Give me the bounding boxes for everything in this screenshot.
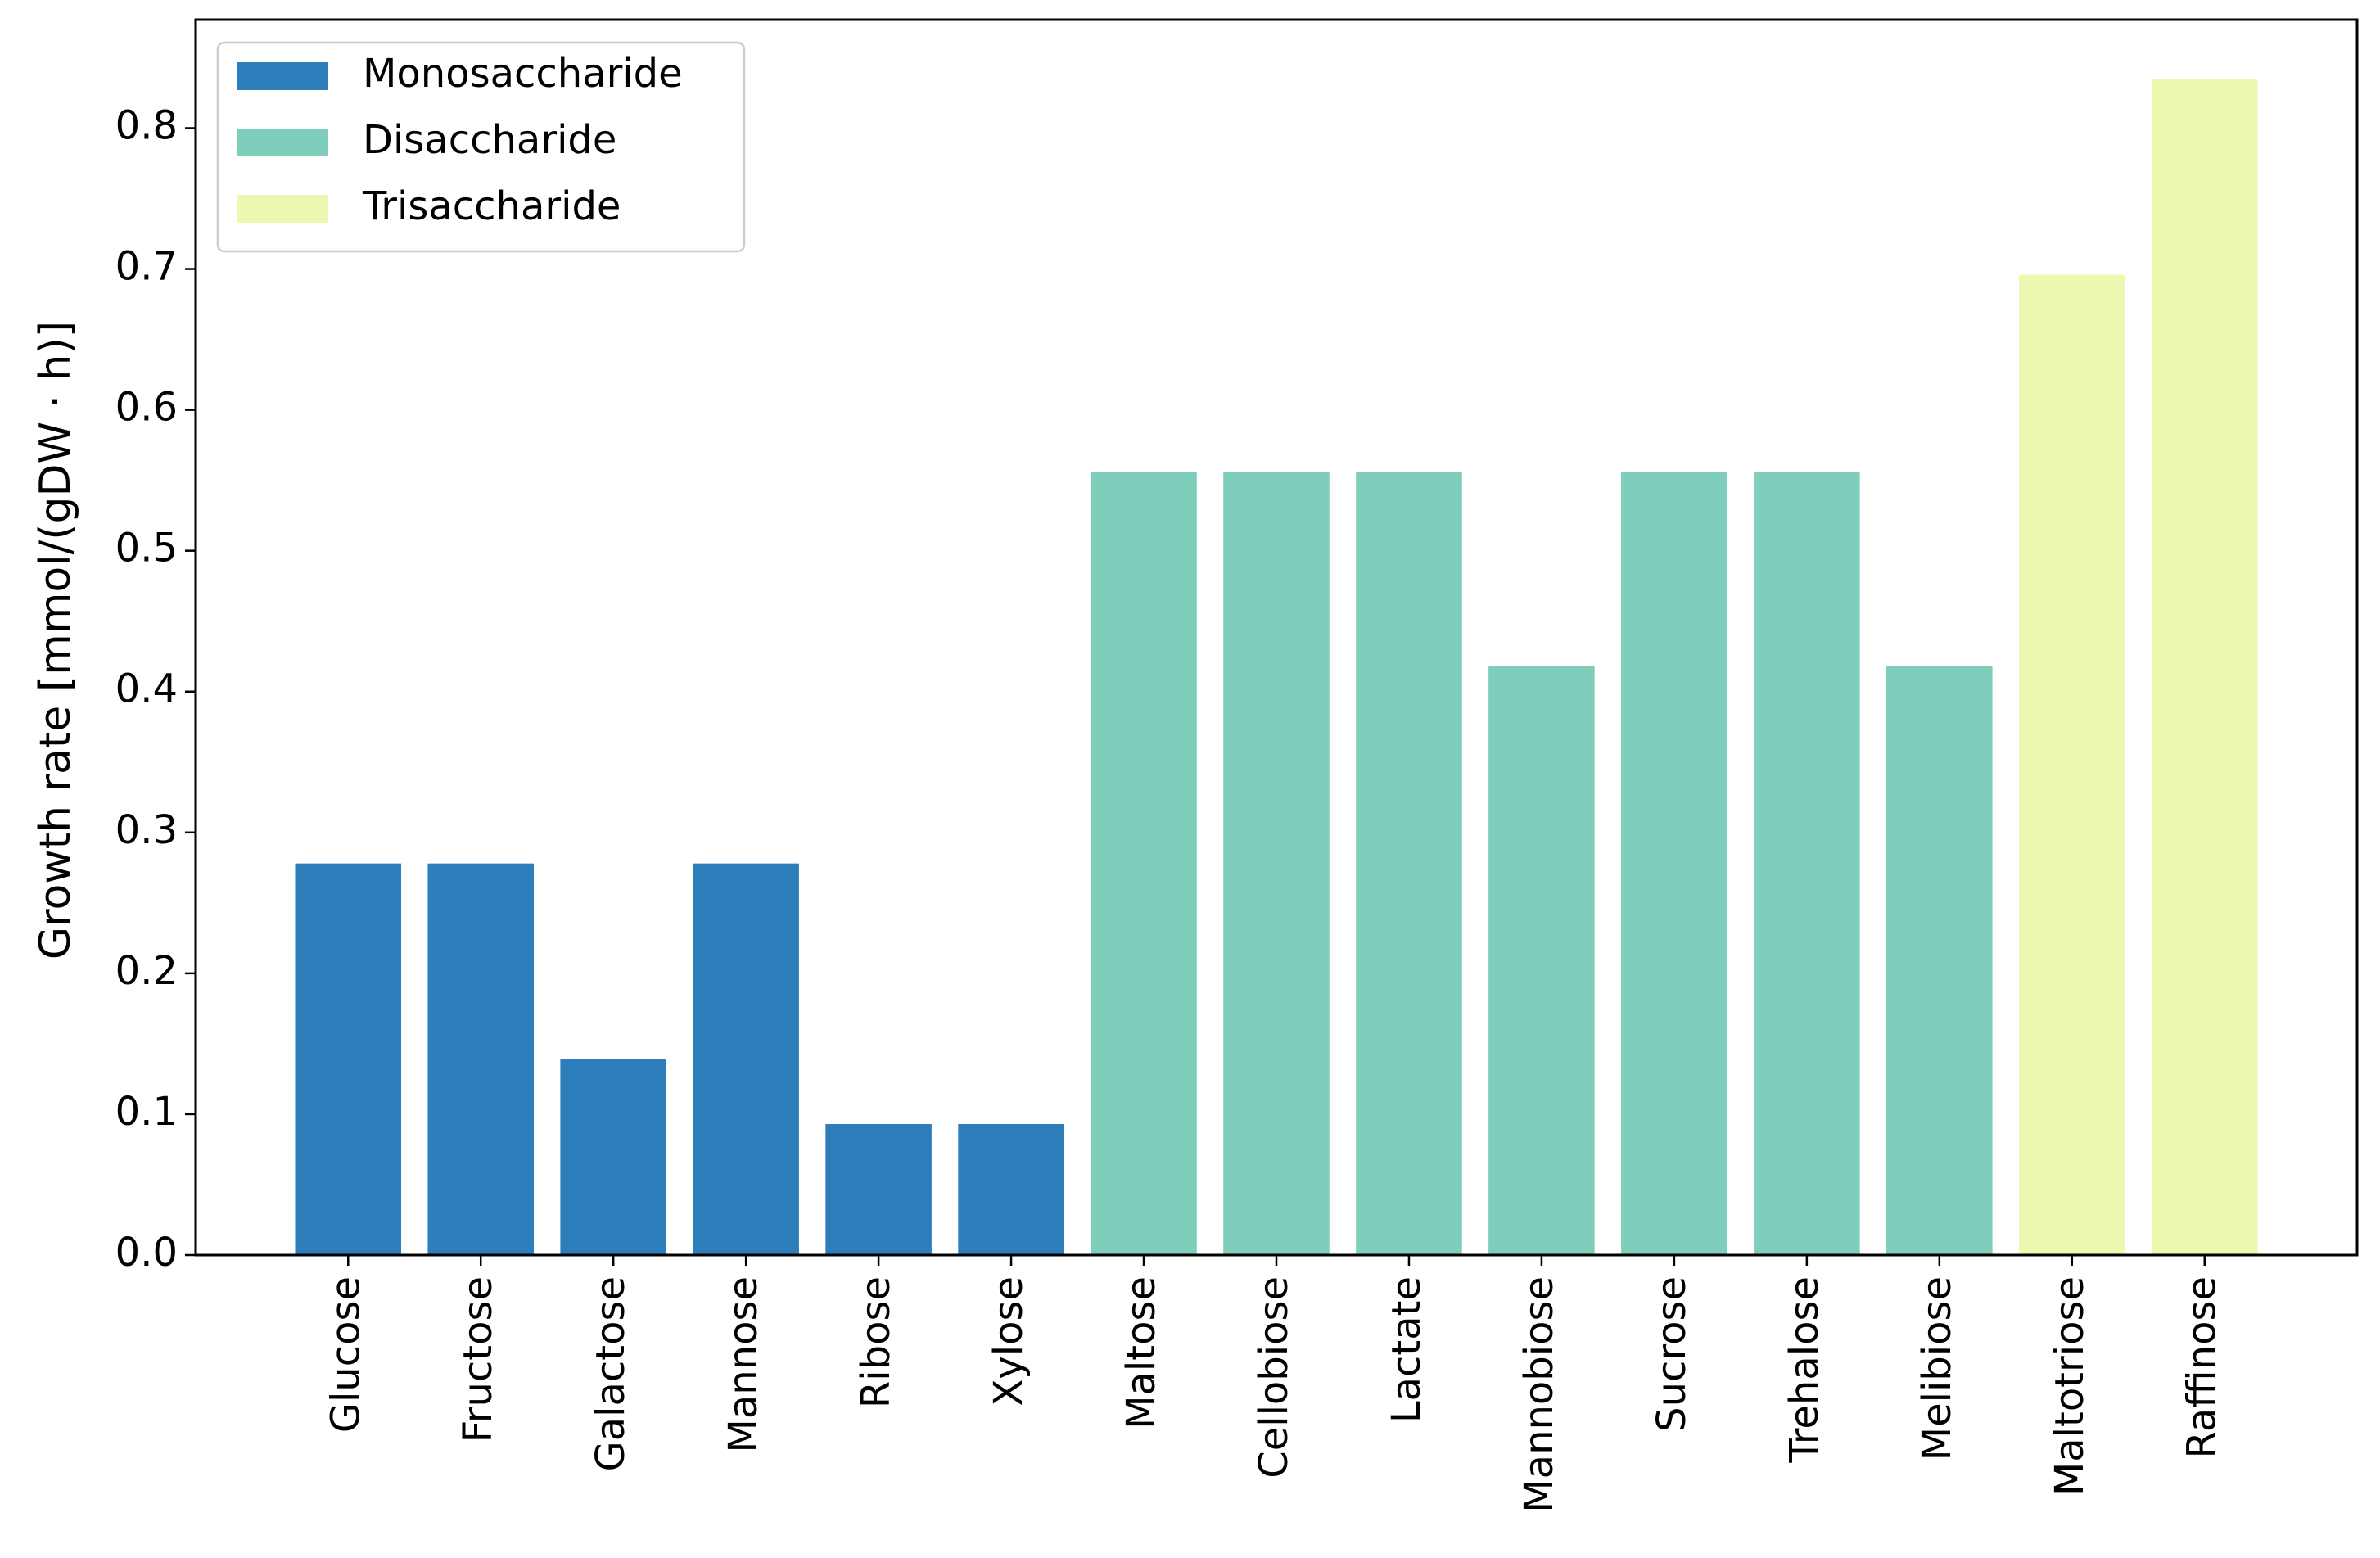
legend-swatch xyxy=(237,62,328,90)
x-tick-label: Lactate xyxy=(1384,1276,1429,1423)
x-tick-label: Glucose xyxy=(323,1276,368,1433)
y-tick-label: 0.8 xyxy=(115,102,178,148)
y-tick-label: 0.6 xyxy=(115,385,178,431)
x-tick-label: Fructose xyxy=(455,1276,501,1443)
bar xyxy=(693,863,799,1255)
x-tick-label: Xylose xyxy=(986,1276,1032,1407)
bar xyxy=(1223,472,1330,1255)
x-tick-label: Galactose xyxy=(588,1276,634,1471)
x-tick-label: Cellobiose xyxy=(1251,1276,1297,1479)
x-tick-label: Ribose xyxy=(853,1276,899,1408)
bar xyxy=(1886,666,1993,1255)
legend-swatch xyxy=(237,195,328,223)
legend-label: Trisaccharide xyxy=(362,183,621,229)
bar xyxy=(1754,472,1860,1255)
y-tick-label: 0.1 xyxy=(115,1089,178,1135)
bar xyxy=(2151,79,2258,1255)
legend-label: Monosaccharide xyxy=(363,51,683,97)
bar xyxy=(1488,666,1595,1255)
y-tick-label: 0.3 xyxy=(115,807,178,853)
bar xyxy=(2018,274,2125,1256)
bar xyxy=(1621,472,1727,1255)
plot-frame xyxy=(194,18,2359,1257)
x-tick-label: Melibiose xyxy=(1914,1276,1960,1461)
legend-box xyxy=(216,41,746,253)
bar xyxy=(1356,472,1462,1255)
bar xyxy=(427,863,535,1255)
bar xyxy=(1091,472,1197,1255)
x-tick-label: Raffinose xyxy=(2179,1276,2225,1458)
x-tick-label: Mannose xyxy=(720,1276,766,1453)
y-tick-label: 0.4 xyxy=(115,666,178,712)
bar xyxy=(958,1123,1064,1255)
bar xyxy=(295,863,402,1255)
x-tick-label: Mannobiose xyxy=(1516,1276,1562,1513)
x-tick-label: Trehalose xyxy=(1782,1276,1827,1464)
legend-swatch xyxy=(237,129,328,156)
y-tick-label: 0.2 xyxy=(115,948,178,994)
bar xyxy=(560,1059,666,1255)
y-tick-label: 0.5 xyxy=(115,526,178,571)
y-tick-label: 0.0 xyxy=(115,1230,178,1276)
x-tick-label: Maltotriose xyxy=(2047,1276,2093,1496)
bar xyxy=(825,1123,932,1255)
y-tick-label: 0.7 xyxy=(115,244,178,290)
x-tick-label: Maltose xyxy=(1118,1276,1164,1429)
x-tick-label: Sucrose xyxy=(1649,1276,1695,1432)
legend-label: Disaccharide xyxy=(363,117,616,163)
y-axis-label: Growth rate [mmol/(gDW · h)] xyxy=(31,321,80,960)
